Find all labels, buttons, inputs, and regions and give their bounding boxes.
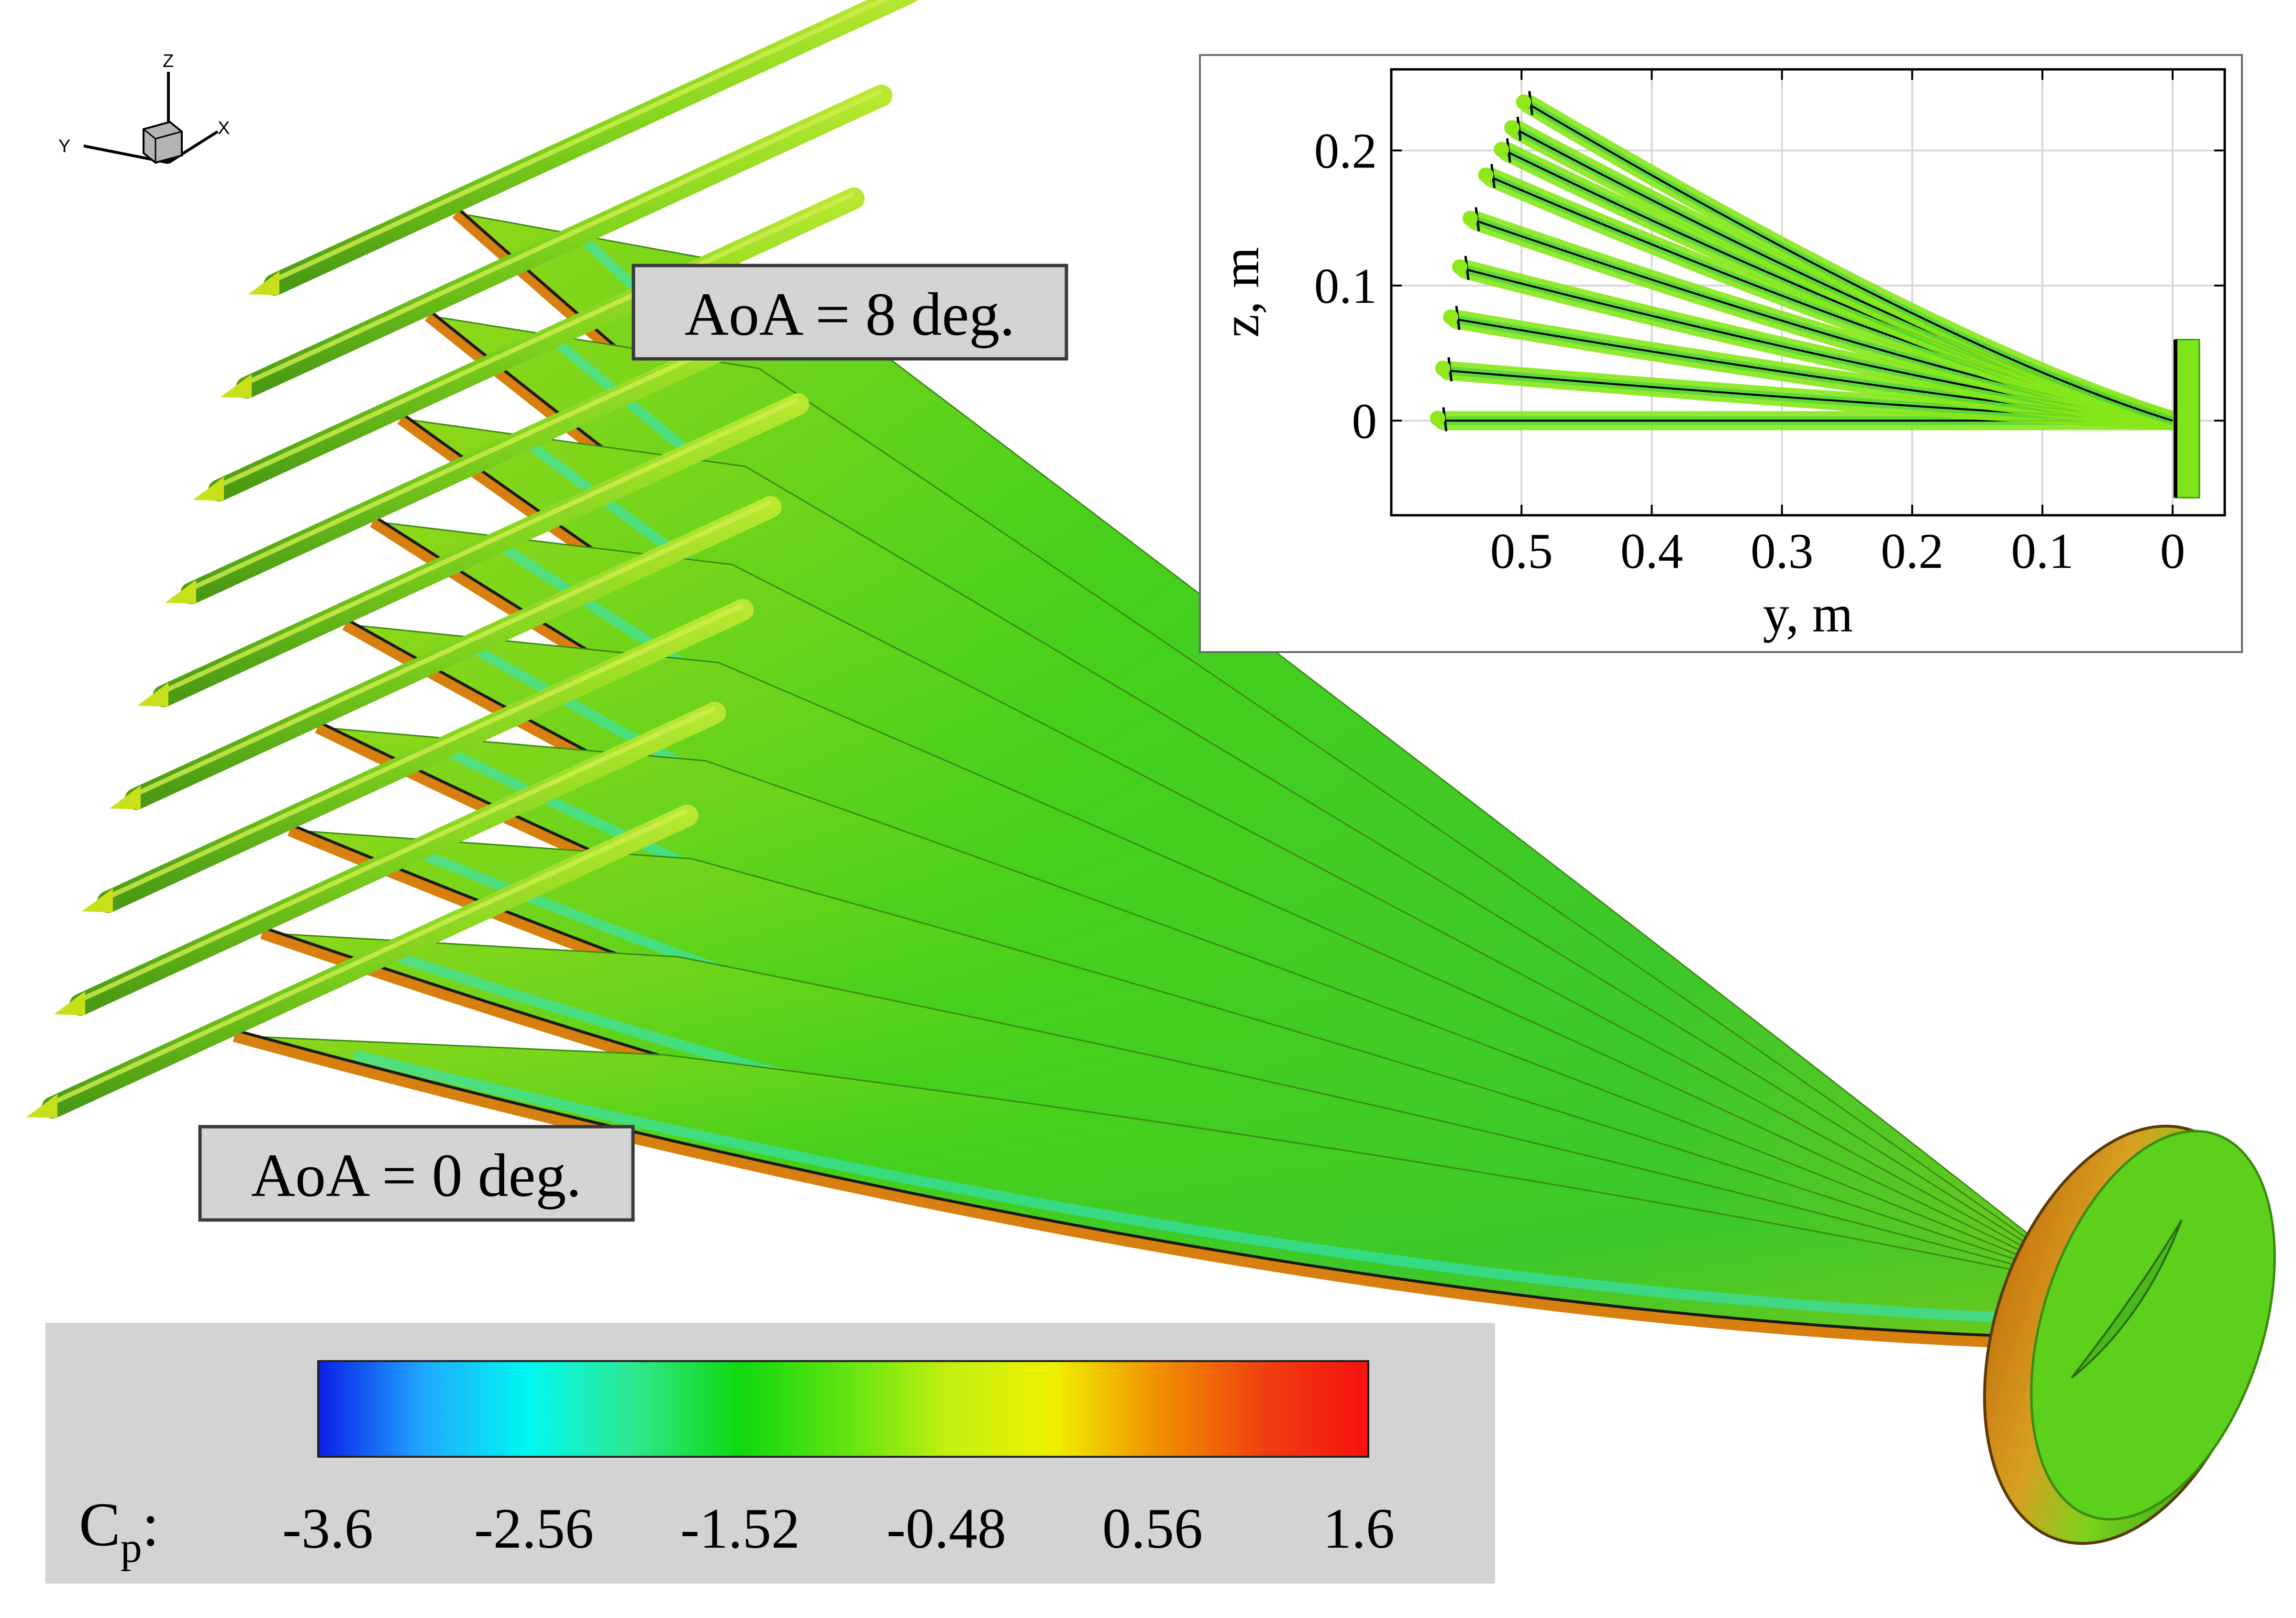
inset-x-tick-label: 0 (2160, 523, 2185, 579)
inset-tip-marker (1494, 142, 1509, 157)
colorbar-variable: Cp: (79, 1490, 159, 1572)
colorbar-tick-label: -3.6 (282, 1496, 373, 1560)
colorbar-tick-label: 0.56 (1102, 1496, 1203, 1560)
inset-ylabel: z, m (1211, 247, 1270, 337)
aoa-high-label-box: AoA = 8 deg. (632, 264, 1068, 361)
axis-x-label: X (218, 118, 230, 138)
inset-x-tick-label: 0.3 (1751, 523, 1813, 579)
colorbar-tick-label: 1.6 (1323, 1496, 1395, 1560)
inset-tip-marker (1516, 94, 1531, 110)
inset-tip-marker (1504, 120, 1520, 136)
axis-z-label: Z (163, 51, 174, 71)
root-disk (1983, 1124, 2276, 1545)
inset-tip-marker (1452, 259, 1468, 275)
inset-xlabel: y, m (1763, 585, 1853, 643)
inset-tip-marker (1430, 410, 1445, 426)
aoa-high-label: AoA = 8 deg. (685, 280, 1015, 348)
tip-pod (69, 701, 726, 1016)
inset-x-tick-label: 0.1 (2011, 523, 2074, 579)
inset-tip-marker (1443, 309, 1459, 325)
colorbar (317, 1360, 1369, 1458)
inset-plot: 0.5 0.4 0.3 0.2 0.1 0 0.2 0.1 0 y, m z, m (1199, 54, 2243, 653)
inset-x-tick-label: 0.5 (1490, 523, 1553, 579)
tip-pod (236, 84, 893, 399)
colorbar-tick-label: -2.56 (474, 1496, 594, 1560)
tip-pod (264, 0, 918, 296)
inset-root-disk (2174, 339, 2200, 499)
colorbar-tick-label: -0.48 (887, 1496, 1006, 1560)
wing-family-3d (26, 0, 2098, 1351)
axis-y-label: Y (58, 136, 70, 156)
inset-y-tick-label: 0.2 (1314, 122, 1377, 178)
inset-y-tick-label: 0.1 (1314, 258, 1377, 314)
tip-pod (208, 187, 865, 501)
tip-pod (153, 393, 810, 707)
axis-triad: Z Y X (58, 51, 230, 164)
tip-pod (97, 598, 754, 913)
inset-y-tick-label: 0 (1352, 393, 1377, 449)
colorbar-panel: Cp: -3.6 -2.56 -1.52 -0.48 0.56 1.6 (45, 1323, 1495, 1584)
wing-surface (26, 804, 2096, 1351)
inset-x-tick-label: 0.4 (1620, 523, 1683, 579)
inset-wing-section (1516, 91, 2183, 431)
inset-x-tick-label: 0.2 (1881, 523, 1943, 579)
aoa-low-label-box: AoA = 0 deg. (198, 1125, 635, 1222)
colorbar-tick-label: -1.52 (680, 1496, 800, 1560)
aoa-low-label: AoA = 0 deg. (251, 1141, 582, 1209)
inset-tip-marker (1435, 360, 1451, 376)
inset-tip-marker (1478, 167, 1494, 183)
inset-tip-marker (1462, 211, 1478, 226)
tip-pod (125, 496, 782, 810)
tip-pod (42, 804, 699, 1119)
